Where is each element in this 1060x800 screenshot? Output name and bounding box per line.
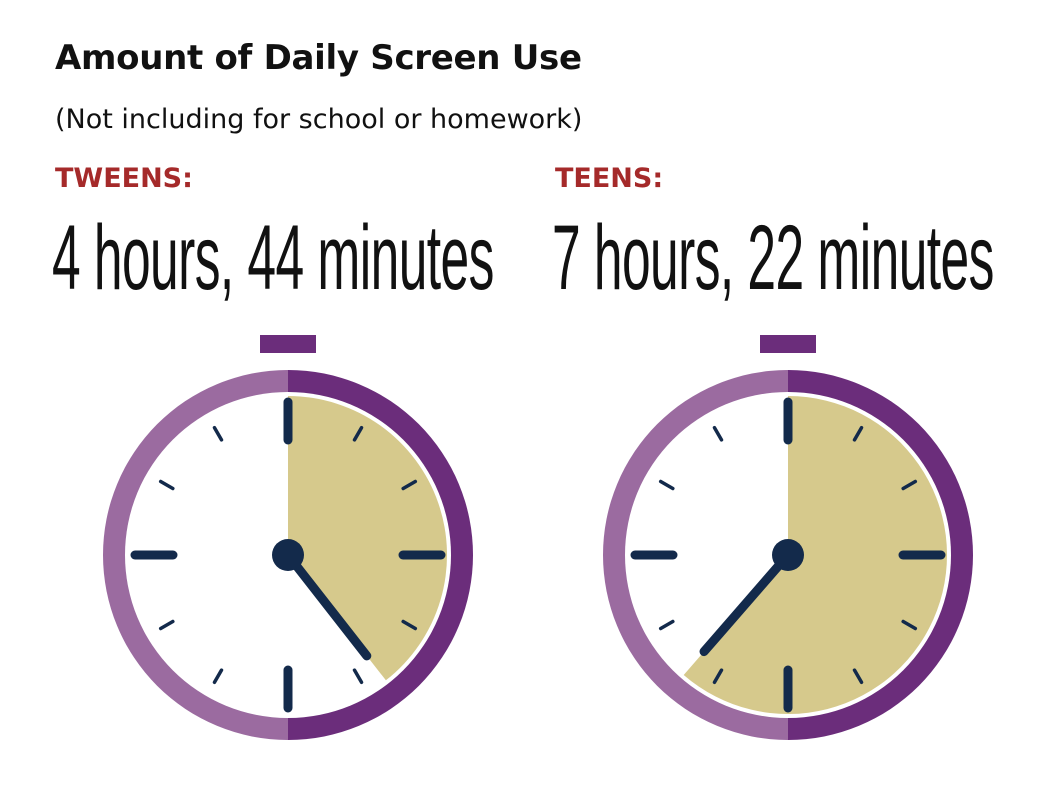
- minor-tick: [352, 425, 364, 442]
- stopwatch-crown: [260, 335, 316, 353]
- teens-duration: 7 hours, 22 minutes: [552, 207, 994, 309]
- minor-tick: [712, 668, 724, 685]
- stopwatch-crown: [760, 335, 816, 353]
- minor-tick: [158, 619, 175, 631]
- elapsed-time-sector: [683, 396, 947, 714]
- minor-tick: [852, 668, 864, 685]
- tweens-stopwatch-icon: [88, 330, 488, 760]
- cropped-text-fragment: [55, 784, 1005, 800]
- minor-tick: [352, 668, 364, 685]
- tweens-duration: 4 hours, 44 minutes: [52, 207, 494, 309]
- page-title: Amount of Daily Screen Use: [55, 38, 582, 78]
- clock-hub: [272, 539, 304, 571]
- clock-hand: [699, 550, 793, 657]
- minor-tick: [212, 425, 224, 442]
- minor-tick: [401, 479, 418, 491]
- teens-stopwatch-svg: [603, 335, 973, 740]
- teens-label: TEENS:: [555, 163, 664, 194]
- clock-hub: [772, 539, 804, 571]
- minor-tick: [852, 425, 864, 442]
- tweens-label: TWEENS:: [55, 163, 193, 194]
- clock-hand: [283, 550, 372, 661]
- minor-tick: [901, 479, 918, 491]
- minor-tick: [901, 619, 918, 631]
- tweens-stopwatch-svg: [103, 335, 473, 740]
- page-subtitle: (Not including for school or homework): [55, 104, 583, 135]
- minor-tick: [658, 479, 675, 491]
- minor-tick: [658, 619, 675, 631]
- minor-tick: [158, 479, 175, 491]
- teens-stopwatch-icon: [588, 330, 988, 760]
- minor-tick: [212, 668, 224, 685]
- minor-tick: [712, 425, 724, 442]
- minor-tick: [401, 619, 418, 631]
- elapsed-time-sector: [288, 396, 447, 681]
